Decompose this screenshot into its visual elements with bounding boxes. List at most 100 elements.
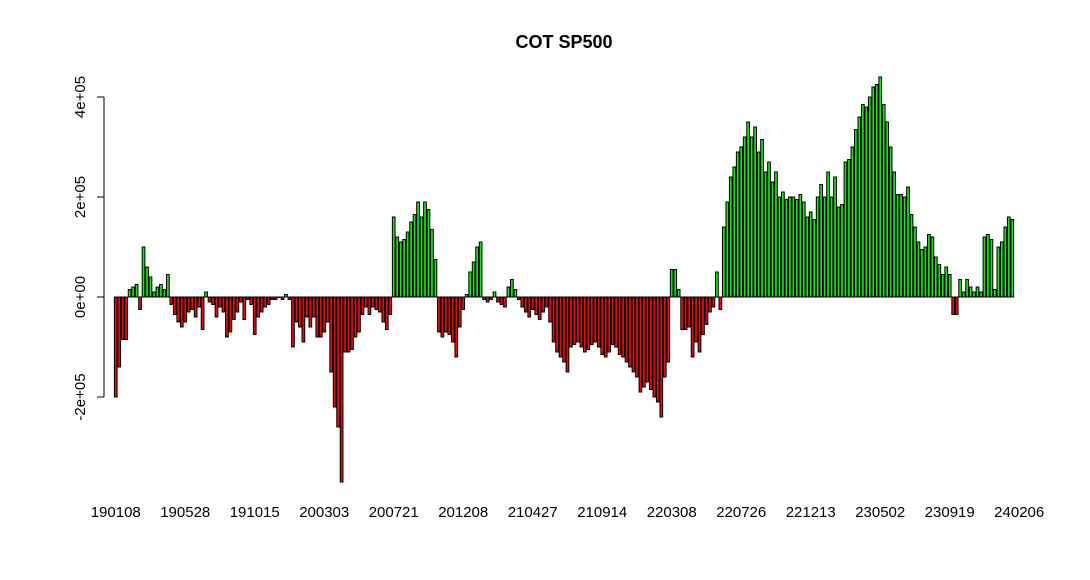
bar — [374, 296, 379, 310]
bar — [721, 226, 726, 298]
bar — [245, 296, 250, 300]
bar — [284, 294, 288, 298]
bar — [548, 296, 552, 323]
bar — [138, 296, 142, 310]
bar — [485, 296, 490, 303]
bar — [885, 121, 890, 298]
bar — [131, 286, 135, 298]
bar — [760, 139, 764, 298]
bar — [259, 296, 264, 313]
bar — [947, 274, 952, 298]
bar — [166, 274, 170, 298]
bar — [683, 296, 688, 330]
bar — [624, 296, 629, 363]
bar — [596, 296, 601, 348]
bar — [961, 291, 966, 298]
bar — [701, 296, 705, 335]
bar — [659, 296, 664, 418]
x-tick-label: 230919 — [925, 504, 975, 521]
bar — [715, 271, 719, 298]
x-tick-label: 210427 — [508, 504, 558, 521]
bar — [621, 296, 625, 358]
bar — [360, 296, 365, 315]
bar — [183, 296, 188, 323]
bar — [1003, 226, 1008, 298]
bar — [339, 296, 344, 483]
bar — [437, 296, 441, 333]
bar — [544, 296, 549, 308]
bar — [920, 249, 924, 298]
bar — [746, 121, 751, 298]
bar — [506, 286, 511, 298]
bar — [468, 271, 473, 298]
bar — [527, 296, 532, 318]
bar — [291, 296, 295, 348]
bar — [576, 296, 580, 343]
bars — [113, 76, 1015, 483]
bar — [464, 294, 469, 298]
bar — [655, 296, 660, 403]
bar — [927, 234, 931, 298]
bar — [555, 296, 559, 353]
bar — [218, 296, 222, 308]
bar — [277, 296, 281, 298]
bar — [645, 296, 650, 383]
bar — [711, 296, 716, 308]
bar — [732, 166, 737, 298]
bar — [767, 161, 771, 298]
bar — [440, 296, 445, 338]
bar — [874, 84, 879, 298]
bar — [384, 296, 389, 330]
bar — [450, 296, 455, 343]
x-tick-label: 240206 — [994, 504, 1044, 521]
bar — [186, 296, 191, 313]
y-tick-label: -2e+05 — [72, 373, 89, 420]
bar — [937, 264, 942, 298]
bar — [388, 296, 393, 315]
bar — [930, 236, 935, 298]
bar — [176, 296, 181, 323]
bar — [249, 296, 254, 305]
bar — [728, 176, 733, 298]
bar — [457, 296, 462, 328]
bar — [301, 296, 306, 343]
bar — [888, 146, 893, 298]
bar — [124, 296, 129, 340]
bar — [266, 296, 271, 305]
bar — [923, 246, 928, 298]
bar — [781, 191, 785, 298]
bar — [812, 219, 817, 298]
bar — [673, 269, 678, 298]
bar — [256, 296, 261, 318]
bar — [756, 151, 761, 298]
bar — [979, 291, 983, 298]
bar — [534, 296, 539, 315]
bar — [503, 296, 507, 308]
bar — [287, 296, 292, 300]
bar — [204, 291, 208, 298]
bar — [367, 296, 372, 315]
bar — [860, 104, 865, 298]
bar — [193, 296, 198, 318]
bar — [221, 296, 226, 313]
chart-title: COT SP500 — [515, 32, 612, 52]
bar — [214, 296, 219, 318]
bar — [996, 246, 1001, 298]
bar — [735, 151, 740, 298]
bar — [478, 241, 483, 298]
bar — [232, 296, 236, 320]
bar — [794, 199, 799, 298]
bar — [954, 296, 959, 315]
bar — [238, 296, 243, 303]
bar — [329, 296, 334, 373]
bar — [652, 296, 657, 398]
bar — [690, 296, 695, 358]
bar — [906, 186, 910, 298]
bar — [492, 291, 497, 298]
bar — [120, 296, 125, 340]
bar — [510, 279, 514, 298]
bar — [808, 211, 813, 298]
bar — [207, 296, 212, 303]
bar — [145, 266, 149, 298]
